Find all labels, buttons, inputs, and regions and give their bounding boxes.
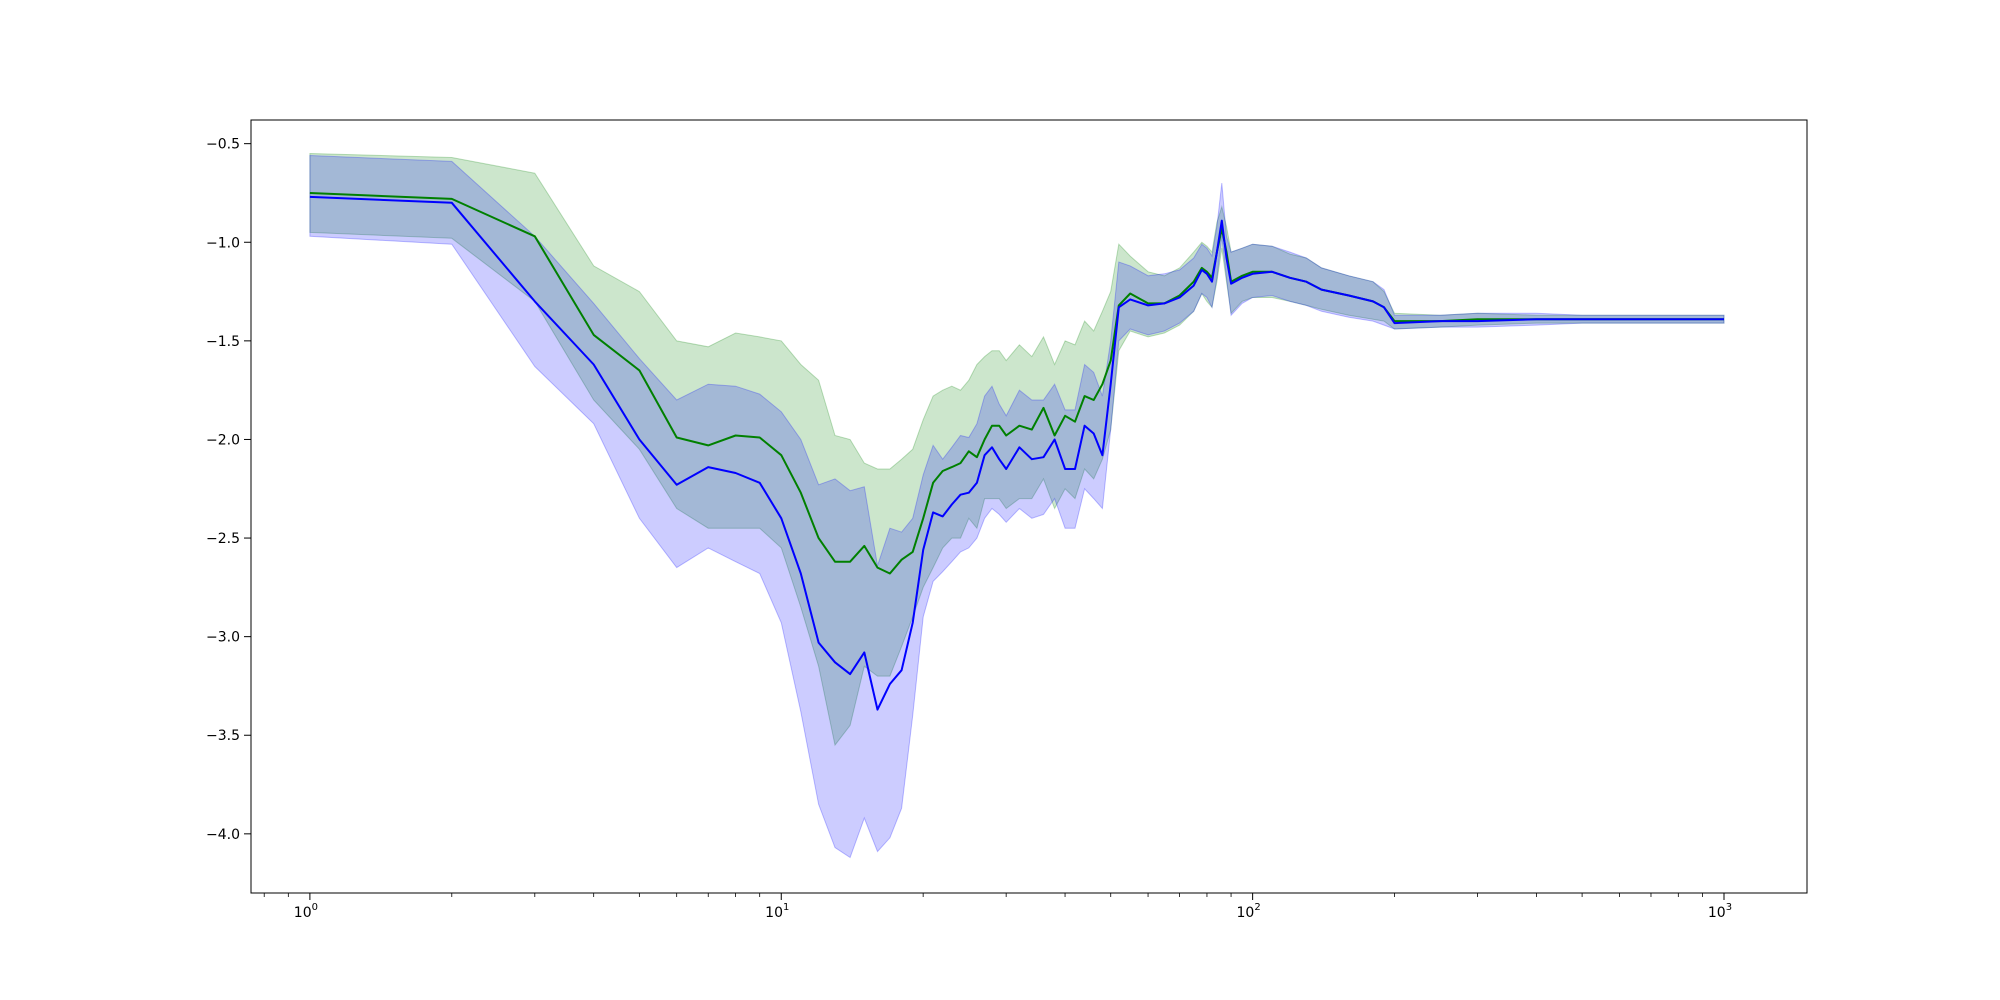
y-tick-label: −3.0 (206, 630, 240, 646)
series-lines (309, 192, 1724, 711)
y-tick-label: −1.5 (206, 334, 240, 350)
x-tick-label: 102 (1237, 902, 1261, 921)
x-axis: 100 101 102 103 (263, 893, 1732, 921)
plot-area-frame (250, 119, 1808, 894)
y-tick-label: −4.0 (206, 827, 240, 843)
y-tick-label: −0.5 (206, 137, 240, 153)
y-tick-label: −2.5 (206, 531, 240, 547)
y-tick-label: −3.5 (206, 728, 240, 744)
y-tick-label: −1.0 (206, 235, 240, 251)
series-2-band (309, 154, 1725, 859)
y-tick-label: −2.0 (206, 432, 240, 448)
y-axis: −0.5 −1.0 −1.5 −2.0 −2.5 −3.0 −3.5 −4.0 (206, 137, 251, 843)
x-tick-label: 101 (765, 902, 789, 921)
x-tick-label: 103 (1708, 902, 1732, 921)
series-2-line (309, 195, 1724, 711)
x-tick-label: 100 (294, 902, 318, 921)
